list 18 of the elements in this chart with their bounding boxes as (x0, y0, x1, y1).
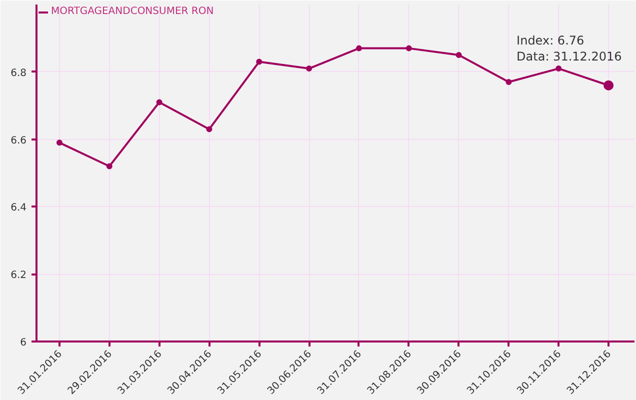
point (356, 45, 362, 52)
point (406, 45, 412, 52)
point (256, 58, 262, 65)
y-tick-label: 6.6 (10, 135, 27, 146)
point (506, 79, 512, 86)
point (556, 66, 562, 72)
point (456, 52, 462, 58)
y-tick-label: 6.4 (10, 202, 27, 214)
y-tick-label: 6.8 (10, 68, 27, 79)
y-tick-label: 6.2 (10, 270, 27, 282)
point (106, 163, 112, 170)
y-tick-label: 6 (20, 338, 27, 348)
point (206, 126, 212, 132)
text: MORTGAGEANDCONSUMER RON (51, 6, 214, 17)
point (306, 66, 312, 72)
point (56, 140, 62, 146)
annotation: Index: 6.76 Data: 31.12.2016 (516, 33, 622, 64)
point (156, 99, 162, 106)
